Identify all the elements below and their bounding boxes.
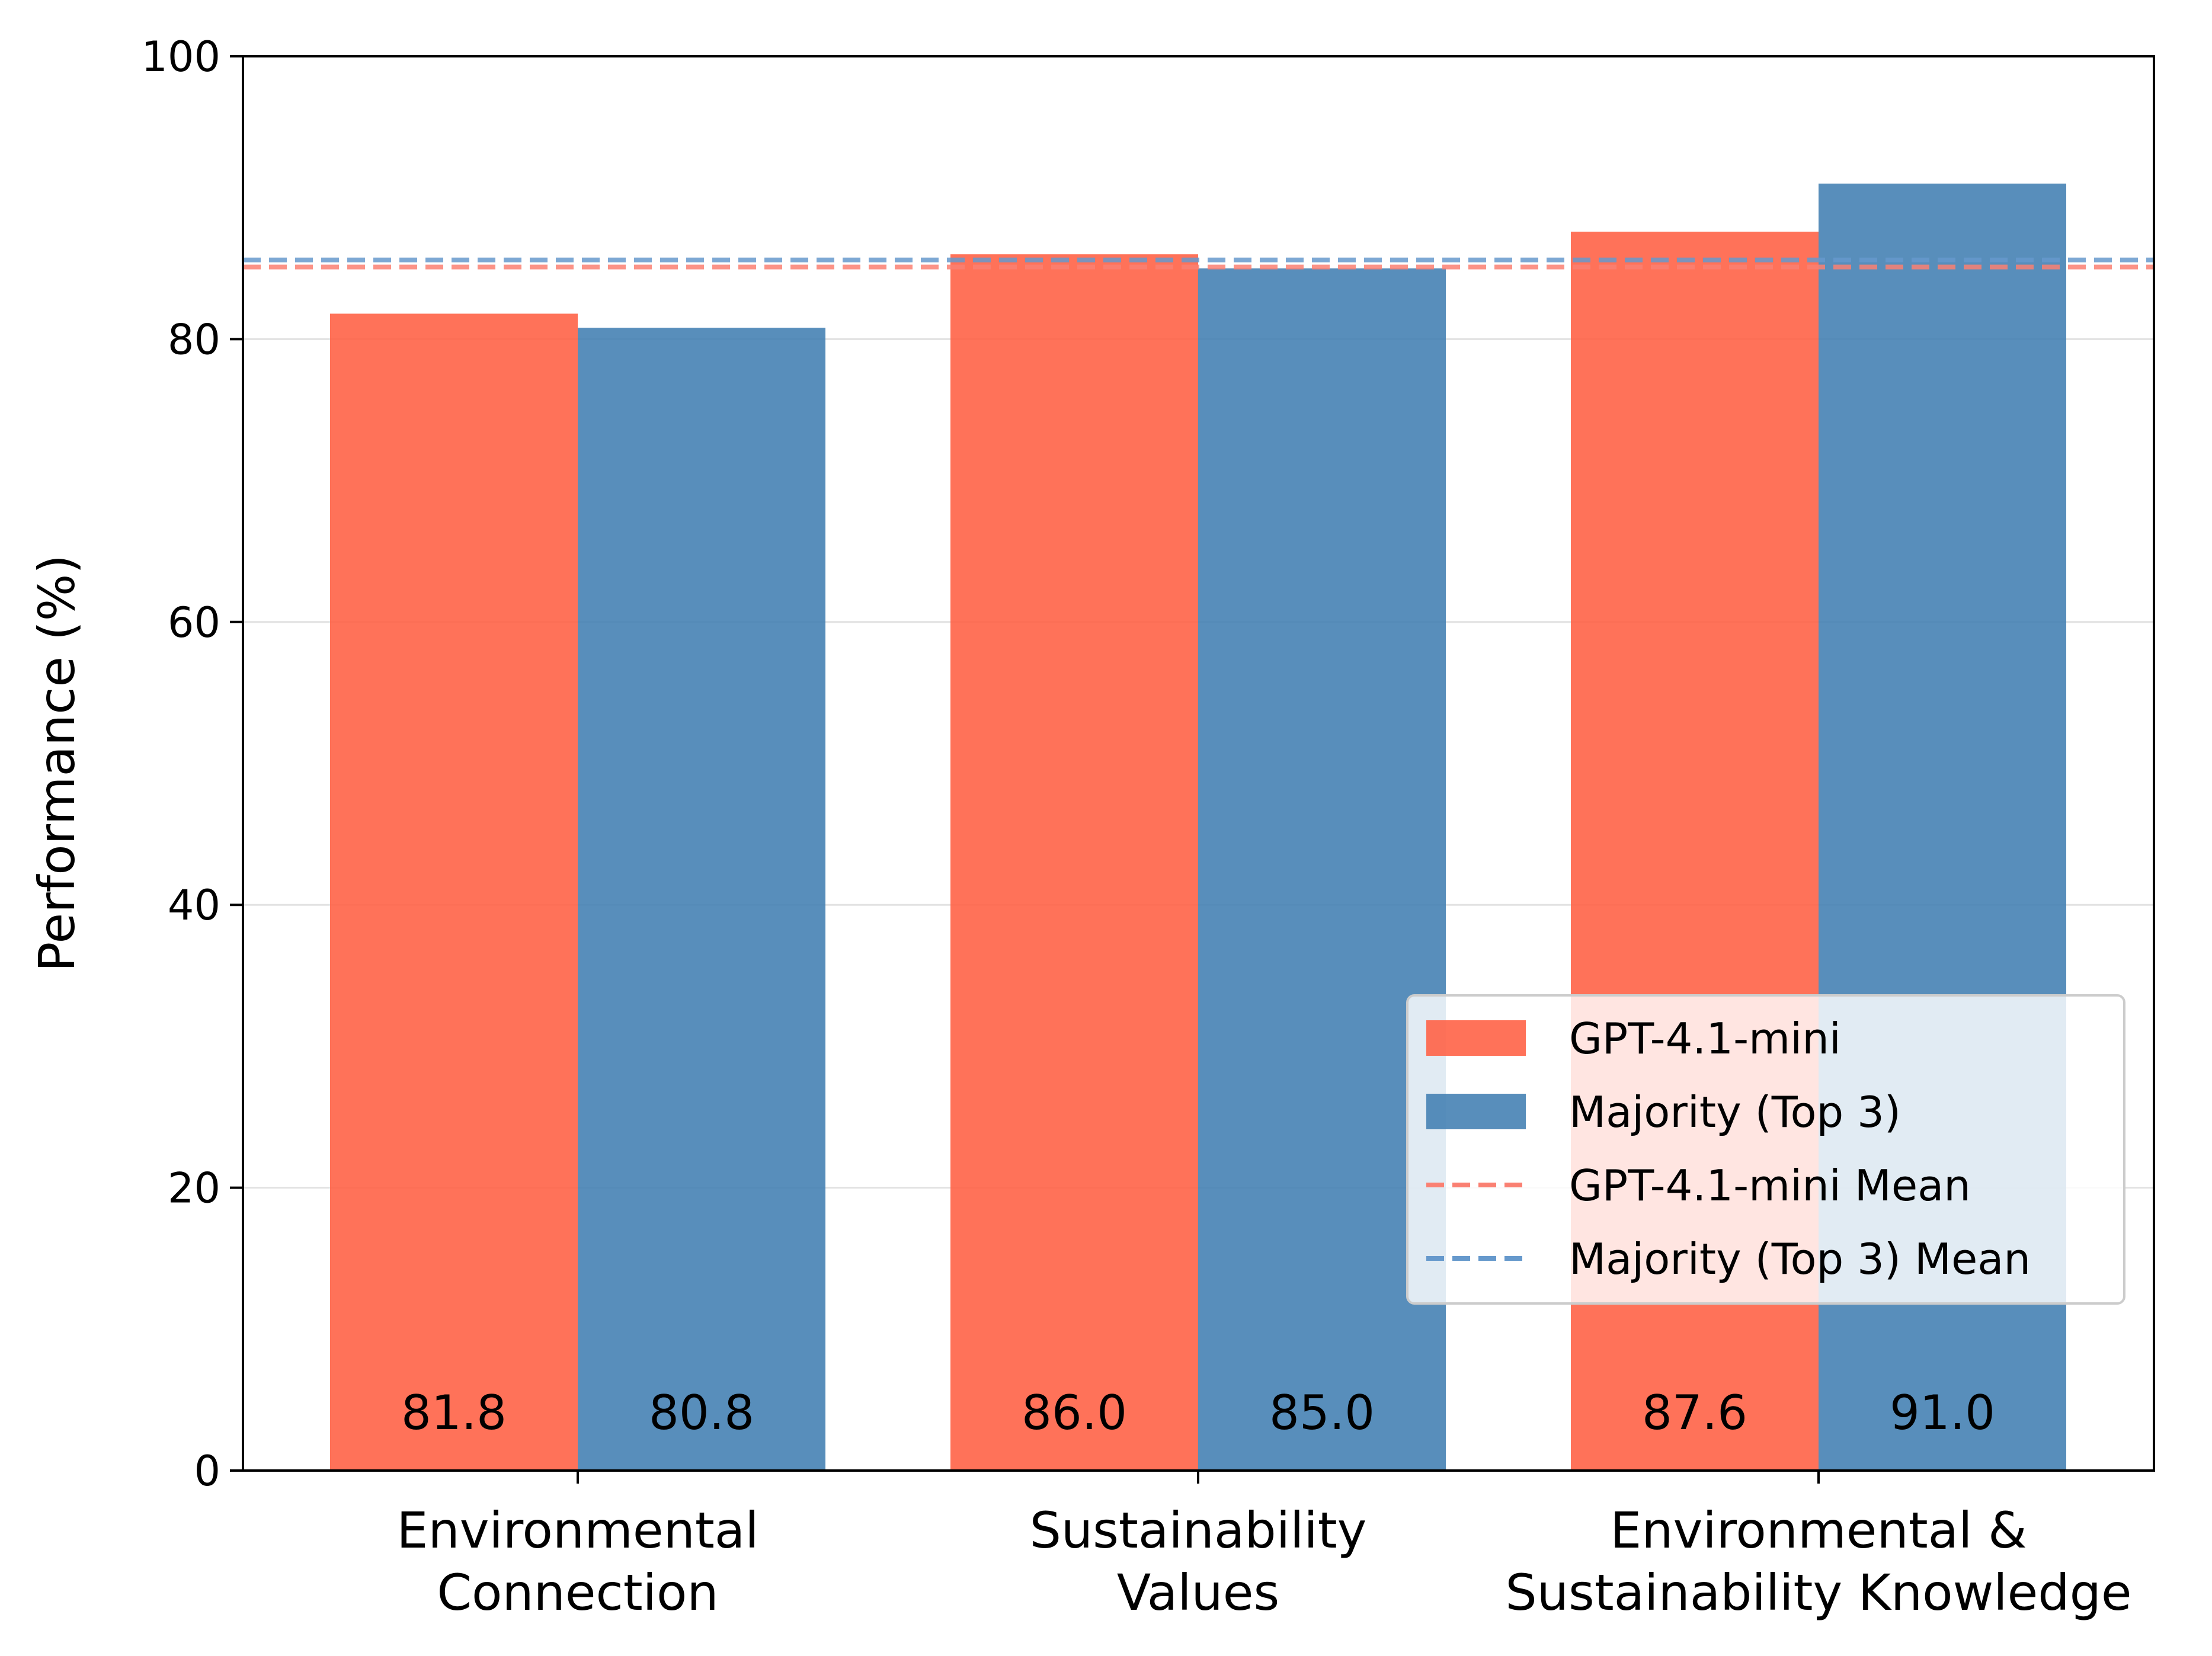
x-tick-label: Sustainability (1030, 1501, 1367, 1559)
bar-value-label: 87.6 (1642, 1385, 1747, 1440)
bar-majority (578, 328, 825, 1471)
bar-value-label: 86.0 (1022, 1385, 1127, 1440)
y-axis: 0 20 40 60 80 100 (141, 33, 243, 1495)
x-tick-label: Environmental (396, 1501, 758, 1559)
y-axis-title: Performance (%) (28, 555, 86, 972)
x-tick-label: Values (1117, 1564, 1279, 1622)
bar-value-label: 85.0 (1269, 1385, 1375, 1440)
y-tick-label: 80 (168, 315, 220, 364)
y-tick-label: 0 (194, 1447, 220, 1495)
legend-majority-label: Majority (Top 3) (1569, 1087, 1901, 1137)
mean-lines (243, 257, 2154, 270)
bar-value-label: 81.8 (401, 1385, 507, 1440)
bar-majority (1198, 268, 1446, 1471)
bar-value-label: 91.0 (1890, 1385, 1995, 1440)
bar-value-label: 80.8 (649, 1385, 754, 1440)
bar-value-labels: 81.8 80.8 86.0 85.0 87.6 91.0 (401, 1385, 1995, 1440)
y-tick-label: 40 (168, 881, 220, 930)
legend-majority-mean-label: Majority (Top 3) Mean (1569, 1234, 2031, 1284)
legend-gpt-label: GPT-4.1-mini (1569, 1014, 1841, 1064)
y-tick-label: 60 (168, 598, 220, 647)
x-tick-label: Connection (437, 1564, 718, 1622)
x-tick-label: Environmental & (1610, 1501, 2027, 1559)
legend-majority-swatch (1426, 1094, 1526, 1129)
legend-gpt-mean-label: GPT-4.1-mini Mean (1569, 1161, 1971, 1210)
bar-gpt (330, 313, 578, 1471)
y-tick-label: 20 (168, 1164, 220, 1213)
y-tick-label: 100 (141, 33, 220, 81)
legend: GPT-4.1-mini Majority (Top 3) GPT-4.1-mini… (1406, 994, 2125, 1305)
legend-box (1406, 994, 2125, 1305)
legend-gpt-swatch (1426, 1020, 1526, 1056)
x-tick-label: Sustainability Knowledge (1505, 1564, 2131, 1622)
bar-gpt (950, 254, 1198, 1471)
